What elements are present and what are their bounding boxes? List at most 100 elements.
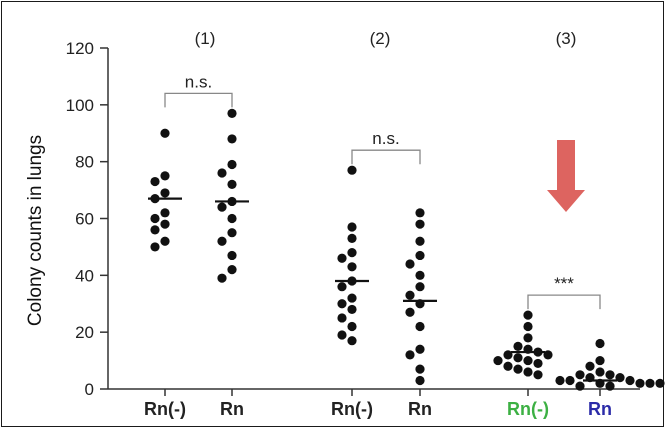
data-point [347, 222, 357, 232]
data-point [160, 188, 170, 198]
data-point [575, 381, 585, 391]
significance-bracket [527, 294, 601, 310]
group-label: (2) [370, 29, 391, 48]
data-point [635, 378, 645, 388]
data-point [337, 253, 347, 263]
data-point [347, 233, 357, 243]
significance-label: n.s. [185, 72, 212, 91]
y-tick-label: 100 [66, 96, 94, 115]
data-point [415, 375, 425, 386]
data-point [150, 242, 160, 252]
data-point [347, 321, 357, 332]
data-point [595, 367, 605, 377]
data-point [160, 219, 170, 229]
down-arrow-icon [547, 140, 585, 212]
data-point [513, 364, 523, 374]
data-point [337, 330, 347, 340]
data-point [227, 108, 237, 118]
data-point [160, 208, 170, 218]
data-point [655, 378, 665, 388]
data-point [595, 338, 605, 349]
data-point [405, 350, 415, 360]
data-point [150, 213, 160, 224]
data-point [523, 321, 533, 332]
data-point [227, 179, 237, 189]
data-point [415, 282, 425, 292]
data-point [415, 364, 425, 374]
data-point [217, 236, 227, 246]
data-point [227, 213, 237, 224]
data-point [227, 134, 237, 144]
data-point [513, 353, 523, 363]
group-label: (1) [195, 29, 216, 48]
data-point [227, 265, 237, 275]
data-point [347, 248, 357, 258]
data-point [415, 236, 425, 246]
y-tick-label: 60 [75, 210, 94, 229]
data-point [523, 355, 533, 366]
data-point [555, 375, 565, 386]
data-point [585, 361, 595, 371]
data-point [523, 333, 533, 343]
data-point [415, 208, 425, 218]
data-point [543, 350, 553, 360]
data-point [150, 225, 160, 235]
data-point [337, 313, 347, 323]
data-point [160, 236, 170, 246]
data-point [595, 355, 605, 366]
data-point [615, 373, 625, 383]
y-tick-label: 20 [75, 323, 94, 342]
data-point [533, 370, 543, 380]
category-label: Rn [588, 399, 612, 419]
y-axis-label: Colony counts in lungs [25, 135, 46, 326]
y-tick-label: 40 [75, 266, 94, 285]
data-point [347, 336, 357, 346]
data-point [415, 270, 425, 280]
data-point [347, 165, 357, 175]
data-point [337, 282, 347, 292]
data-point [227, 159, 237, 170]
data-point [227, 250, 237, 261]
category-label: Rn(-) [331, 399, 373, 419]
data-point [160, 128, 170, 138]
data-point [575, 370, 585, 380]
data-point [405, 290, 415, 300]
significance-bracket [351, 149, 421, 165]
data-point [405, 259, 415, 269]
data-point [347, 293, 357, 303]
data-point [347, 262, 357, 272]
data-point [347, 304, 357, 315]
data-point [605, 370, 615, 380]
y-tick-label: 120 [66, 39, 94, 58]
data-point [405, 307, 415, 317]
data-point [645, 378, 655, 388]
data-point [513, 341, 523, 351]
data-point [150, 176, 160, 187]
significance-label: *** [554, 274, 574, 293]
category-label: Rn(-) [144, 399, 186, 419]
data-point [217, 202, 227, 212]
category-label: Rn [408, 399, 432, 419]
y-tick-label: 0 [85, 380, 94, 399]
data-point [160, 171, 170, 181]
data-point [227, 228, 237, 238]
data-point [415, 219, 425, 229]
data-point [503, 361, 513, 371]
data-point [217, 168, 227, 178]
data-point [523, 367, 533, 377]
data-point [523, 310, 533, 320]
y-tick-label: 80 [75, 153, 94, 172]
category-label: Rn [220, 399, 244, 419]
data-point [503, 350, 513, 360]
group-label: (3) [556, 29, 577, 48]
data-point [415, 250, 425, 261]
data-point [605, 381, 615, 391]
data-point [415, 321, 425, 332]
data-point [217, 273, 227, 283]
category-label: Rn(-) [507, 399, 549, 419]
data-point [415, 344, 425, 354]
data-point [337, 299, 347, 309]
significance-label: n.s. [372, 129, 399, 148]
